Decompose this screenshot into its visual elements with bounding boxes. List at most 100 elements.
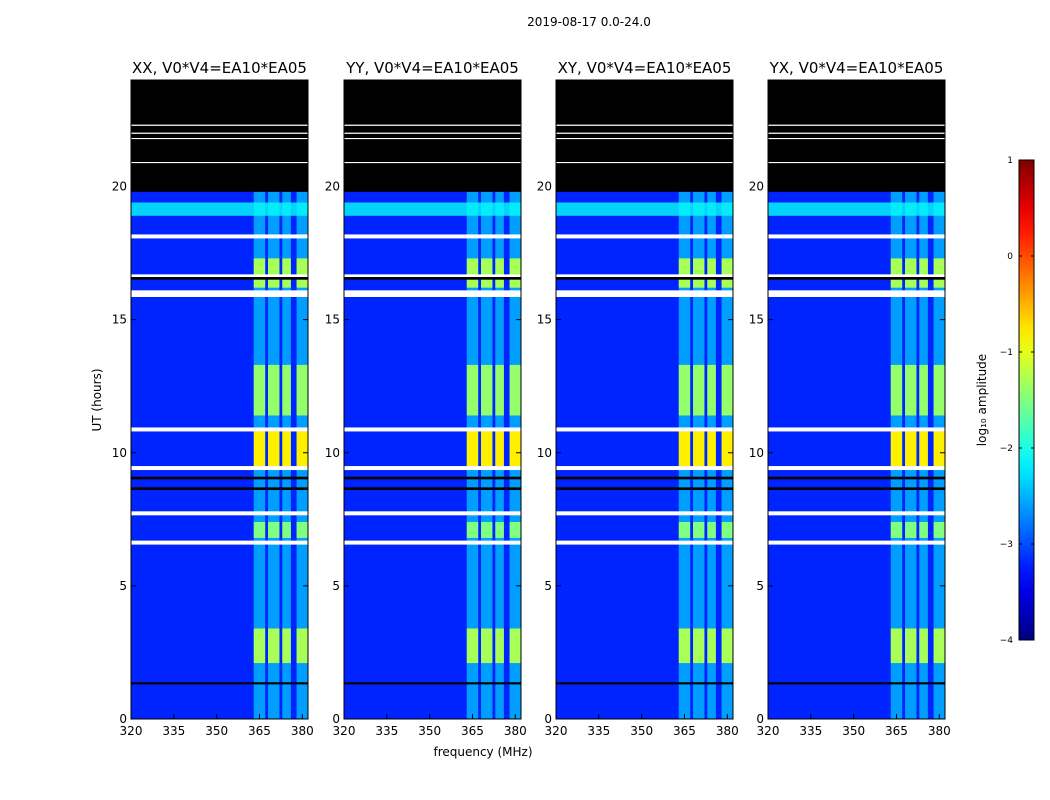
black-row [344, 682, 521, 685]
rfi-episode [466, 628, 479, 664]
rfi-episode [268, 521, 280, 538]
colorbar-tick-label: 1 [1007, 156, 1013, 166]
x-tick-label: 365 [461, 724, 484, 738]
rfi-episode [253, 628, 266, 664]
rfi-episode [296, 258, 308, 288]
flagged-row [344, 427, 521, 432]
black-row [131, 277, 308, 280]
y-tick-label: 15 [537, 313, 552, 327]
x-tick-label: 365 [248, 724, 271, 738]
colorbar-gradient [1018, 159, 1035, 641]
black-row [556, 476, 733, 480]
x-tick-label: 320 [757, 724, 780, 738]
rfi-episode [905, 258, 917, 288]
flagged-row [768, 540, 945, 545]
axes-frame [767, 79, 946, 720]
y-tick-label: 15 [749, 313, 764, 327]
x-tick-label: 380 [928, 724, 951, 738]
colorbar: −4 −3 −2 −1 0 1 [1000, 156, 1035, 646]
rfi-episode [509, 431, 521, 467]
rfi-episode [253, 431, 266, 467]
rfi-episode [509, 628, 521, 664]
rfi-episode [481, 431, 493, 467]
rfi-episode [282, 364, 291, 416]
colorbar-tick-label: −2 [1000, 444, 1013, 454]
x-tick-label: 335 [587, 724, 610, 738]
axes-frame [343, 79, 522, 720]
y-tick-label: 20 [537, 180, 552, 194]
black-row [556, 277, 733, 280]
panel-title: YX, V0*V4=EA10*EA05 [769, 59, 944, 77]
rfi-episode [282, 431, 291, 467]
black-row [768, 277, 945, 280]
x-tick-label: 335 [162, 724, 185, 738]
black-row [131, 682, 308, 685]
panels: 320 335 350 365 380 0 5 10 15 20 XX, V0*V4=EA10*EA… [112, 59, 951, 738]
y-tick-label: 0 [332, 712, 340, 726]
rfi-episode [693, 521, 705, 538]
x-tick-label: 350 [418, 724, 441, 738]
rfi-episode [933, 628, 945, 664]
panel-title: XX, V0*V4=EA10*EA05 [132, 59, 307, 77]
x-tick-label: 365 [673, 724, 696, 738]
rfi-episode [890, 364, 903, 416]
y-tick-label: 15 [325, 313, 340, 327]
flagged-row [344, 540, 521, 545]
rfi-episode [268, 431, 280, 467]
rfi-episode [933, 521, 945, 538]
flagged-row [131, 466, 308, 471]
x-tick-label: 320 [545, 724, 568, 738]
rfi-episode [933, 431, 945, 467]
flagged-row [131, 427, 308, 432]
flagged-row [131, 511, 308, 516]
rfi-episode [296, 364, 308, 416]
panel-title: XY, V0*V4=EA10*EA05 [558, 59, 732, 77]
flagged-row [344, 511, 521, 516]
y-axis-label: UT (hours) [90, 368, 104, 431]
rfi-episode [693, 364, 705, 416]
rfi-episode [466, 364, 479, 416]
y-tick-label: 5 [332, 579, 340, 593]
flagged-row [556, 234, 733, 239]
colorbar-label: log₁₀ amplitude [975, 354, 989, 446]
panel-xy: 320 335 350 365 380 0 5 10 15 20 XY, V0*V4=EA10*EA… [537, 59, 739, 738]
masked-block [556, 80, 733, 192]
black-row [556, 487, 733, 491]
rfi-episode [678, 521, 691, 538]
rfi-episode [693, 431, 705, 467]
y-tick-label: 20 [749, 180, 764, 194]
y-tick-label: 0 [544, 712, 552, 726]
x-tick-label: 320 [120, 724, 143, 738]
rfi-row [344, 202, 521, 216]
rfi-episode [296, 521, 308, 538]
rfi-episode [678, 364, 691, 416]
y-tick-label: 20 [325, 180, 340, 194]
x-tick-label: 350 [630, 724, 653, 738]
figure-title: 2019-08-17 0.0-24.0 [527, 15, 651, 29]
rfi-row [768, 202, 945, 216]
rfi-episode [919, 258, 928, 288]
flagged-row [768, 427, 945, 432]
y-tick-label: 5 [119, 579, 127, 593]
rfi-episode [253, 521, 266, 538]
rfi-episode [890, 521, 903, 538]
rfi-episode [282, 628, 291, 664]
rfi-episode [721, 521, 733, 538]
panel-title: YY, V0*V4=EA10*EA05 [345, 59, 519, 77]
rfi-episode [481, 521, 493, 538]
rfi-episode [509, 521, 521, 538]
x-tick-label: 335 [375, 724, 398, 738]
panel-xx: 320 335 350 365 380 0 5 10 15 20 XX, V0*V4=EA10*EA… [112, 59, 314, 738]
flagged-row [131, 274, 308, 279]
rfi-episode [268, 628, 280, 664]
y-tick-label: 0 [756, 712, 764, 726]
rfi-episode [282, 521, 291, 538]
masked-block [344, 80, 521, 192]
rfi-episode [905, 364, 917, 416]
rfi-episode [495, 431, 504, 467]
rfi-episode [253, 364, 266, 416]
masked-block [131, 80, 308, 192]
rfi-episode [296, 628, 308, 664]
axes-frame [555, 79, 734, 720]
